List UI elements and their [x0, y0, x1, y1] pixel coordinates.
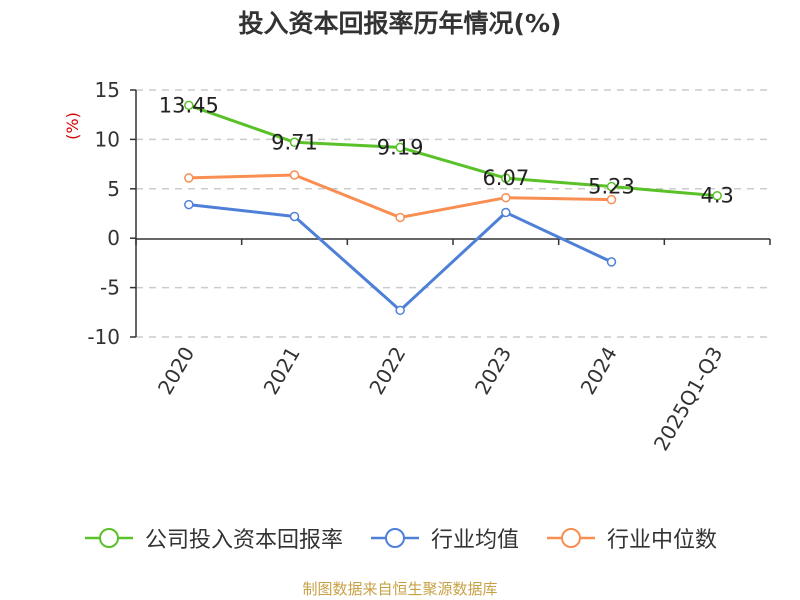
series-line — [188, 103, 718, 198]
data-point — [395, 305, 405, 316]
legend-label: 行业均值 — [430, 528, 519, 553]
legend-item: 公司投入资本回报率 — [83, 522, 343, 554]
source-note: 制图数据来自恒生聚源数据库 — [302, 580, 498, 598]
data-point — [184, 173, 194, 183]
y-tick-label: 15 — [95, 78, 120, 102]
x-tick-label: 2025Q1-Q3 — [649, 343, 728, 455]
legend-swatch — [547, 528, 595, 548]
data-labels: 13.45 9.71 9.19 6.07 5.23 4.3 — [159, 93, 734, 207]
data-point — [606, 181, 617, 192]
data-point — [184, 100, 194, 111]
y-tick-label: 10 — [95, 127, 120, 151]
legend-item: 行业中位数 — [545, 522, 717, 554]
data-point — [501, 173, 511, 183]
series-lines — [184, 100, 722, 316]
x-tick-label: 2023 — [470, 343, 516, 399]
axes: 15 10 5 0 -5 -10 2020 2021 2022 2023 2024 2025Q1-Q3 — [87, 78, 771, 455]
legend-swatch — [370, 528, 419, 548]
x-tick-label: 2024 — [576, 343, 622, 399]
y-tick-label: -10 — [87, 325, 120, 349]
data-point — [289, 170, 300, 180]
legend-label: 行业中位数 — [607, 528, 718, 553]
grid-lines — [136, 89, 770, 338]
data-point — [289, 137, 300, 148]
data-point — [501, 192, 511, 203]
data-point — [501, 207, 511, 218]
data-point — [712, 190, 722, 201]
legend: 公司投入资本回报率 行业均值 行业中位数 — [0, 518, 800, 558]
data-point — [289, 211, 300, 222]
data-label: 9.71 — [271, 130, 318, 154]
chart-title: 投入资本回报率历年情况(%) — [238, 9, 562, 38]
data-label: 9.19 — [377, 135, 424, 159]
x-tick-label: 2021 — [259, 343, 305, 399]
data-label: 5.23 — [588, 175, 635, 199]
data-point — [395, 212, 405, 223]
legend-label: 公司投入资本回报率 — [144, 528, 343, 553]
y-tick-label: 0 — [107, 226, 120, 250]
data-point — [606, 194, 617, 205]
data-point — [606, 257, 617, 267]
x-tick-label: 2020 — [153, 343, 199, 399]
y-tick-label: -5 — [100, 276, 120, 300]
data-label: 4.3 — [700, 184, 733, 208]
data-label: 6.07 — [482, 166, 529, 190]
y-axis-label: (%) — [63, 112, 82, 140]
data-label: 13.45 — [159, 93, 219, 117]
legend-swatch — [84, 528, 133, 548]
data-point — [184, 199, 194, 210]
data-point — [395, 142, 405, 153]
legend-item: 行业均值 — [369, 522, 519, 554]
y-tick-label: 5 — [107, 177, 120, 201]
x-tick-label: 2022 — [364, 343, 410, 399]
